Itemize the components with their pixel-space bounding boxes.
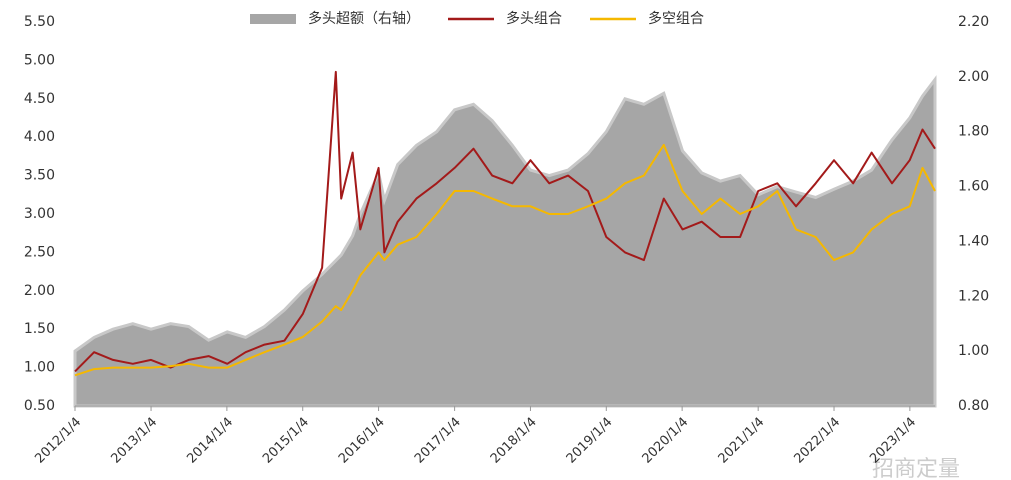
y-tick-label: 2.50 <box>24 244 55 260</box>
legend-swatch <box>250 14 296 24</box>
legend-label: 多头组合 <box>506 10 562 27</box>
y-tick-label: 5.50 <box>24 14 55 30</box>
y-tick-label: 4.50 <box>24 91 55 107</box>
line <box>74 143 936 377</box>
y-tick-label: 5.00 <box>24 52 55 68</box>
x-tick-label: 2021/1/4 <box>716 415 768 467</box>
x-tick-label: 2022/1/4 <box>791 415 843 467</box>
x-tick-label: 2016/1/4 <box>336 415 388 467</box>
x-tick-label: 2012/1/4 <box>32 415 84 467</box>
y-tick-label: 2.00 <box>24 283 55 299</box>
y-tick-label: 1.50 <box>24 321 55 337</box>
y2-tick-label: 2.20 <box>958 14 989 30</box>
y-tick-label: 3.50 <box>24 168 55 184</box>
y-tick-label: 4.00 <box>24 129 55 145</box>
y2-tick-label: 0.80 <box>958 398 989 414</box>
y-tick-label: 0.50 <box>24 398 55 414</box>
x-tick-label: 2015/1/4 <box>260 415 312 467</box>
x-tick-label: 2018/1/4 <box>488 415 540 467</box>
y2-tick-label: 1.20 <box>958 288 989 304</box>
legend-label: 多头超额（右轴） <box>308 10 420 27</box>
y2-tick-label: 1.60 <box>958 179 989 195</box>
x-tick-label: 2013/1/4 <box>108 415 160 467</box>
y2-tick-label: 1.40 <box>958 233 989 249</box>
watermark: 招商定量 <box>872 457 960 480</box>
line <box>74 70 936 373</box>
legend-label: 多空组合 <box>648 10 704 27</box>
x-tick-label: 2019/1/4 <box>564 415 616 467</box>
area <box>73 75 937 408</box>
x-tick-label: 2020/1/4 <box>640 415 692 467</box>
y2-tick-label: 2.00 <box>958 69 989 85</box>
y2-tick-label: 1.00 <box>958 343 989 359</box>
y2-tick-label: 1.80 <box>958 124 989 140</box>
x-tick-label: 2014/1/4 <box>184 415 236 467</box>
y-tick-label: 3.00 <box>24 206 55 222</box>
x-tick-label: 2017/1/4 <box>412 415 464 467</box>
y-tick-label: 1.00 <box>24 360 55 376</box>
